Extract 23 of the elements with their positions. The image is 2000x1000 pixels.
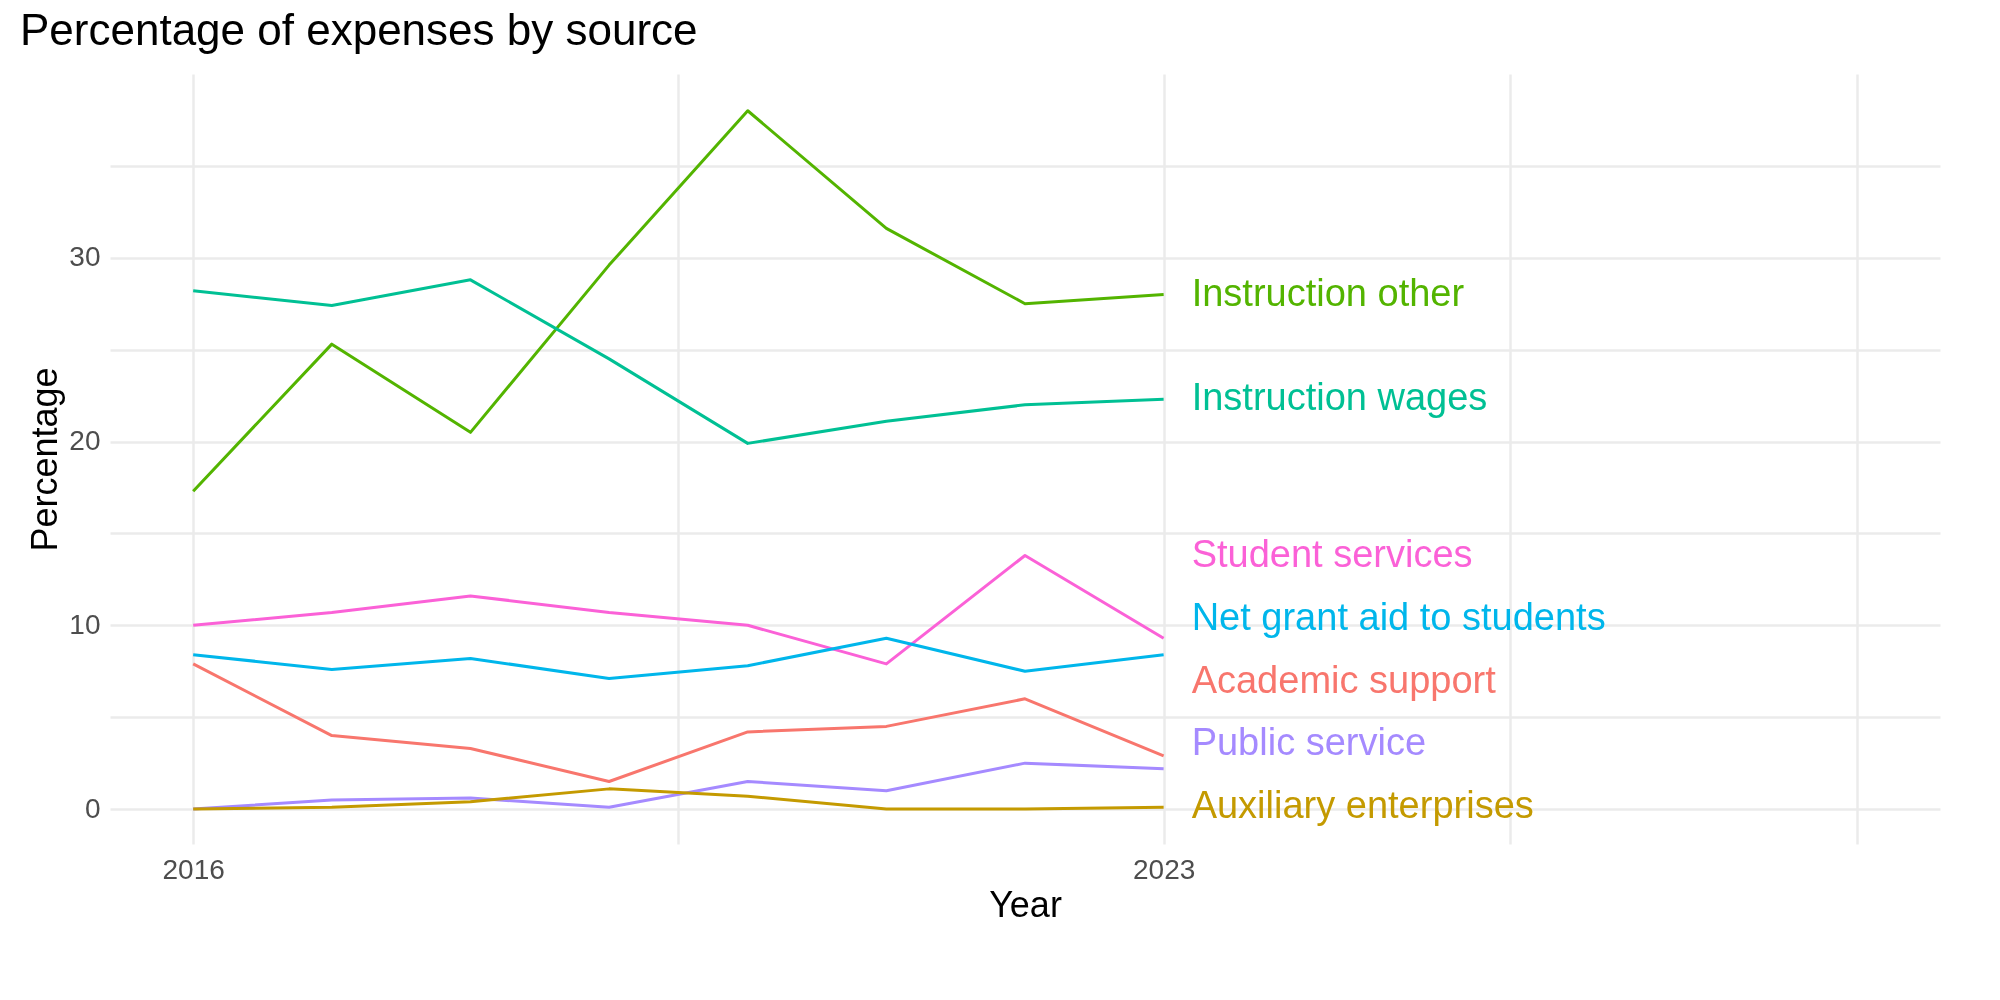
line-series bbox=[191, 553, 1166, 666]
y-tick-label: 10 bbox=[69, 608, 101, 640]
series-label: Instruction wages bbox=[1191, 376, 1488, 419]
x-tick-label: 2023 bbox=[1132, 853, 1196, 885]
y-tick-label: 30 bbox=[69, 241, 101, 273]
series-label: Auxiliary enterprises bbox=[1191, 784, 1534, 827]
line-series bbox=[191, 662, 1166, 784]
series-label: Academic support bbox=[1191, 658, 1497, 701]
series-label: Instruction other bbox=[1191, 271, 1465, 314]
line-series bbox=[191, 278, 1166, 445]
line-series bbox=[191, 787, 1166, 811]
y-axis-title: Percentage bbox=[24, 367, 66, 552]
line-series bbox=[191, 761, 1166, 811]
y-tick-label: 20 bbox=[69, 425, 101, 457]
series-label: Net grant aid to students bbox=[1191, 595, 1606, 638]
x-axis-title: Year bbox=[989, 883, 1062, 925]
line-series bbox=[191, 109, 1166, 493]
chart-title: Percentage of expenses by source bbox=[20, 5, 698, 54]
series-label: Public service bbox=[1191, 721, 1427, 764]
x-tick-label: 2016 bbox=[162, 853, 225, 885]
series-label: Student services bbox=[1191, 533, 1473, 576]
y-tick-label: 0 bbox=[84, 792, 101, 824]
line-series bbox=[191, 636, 1166, 681]
